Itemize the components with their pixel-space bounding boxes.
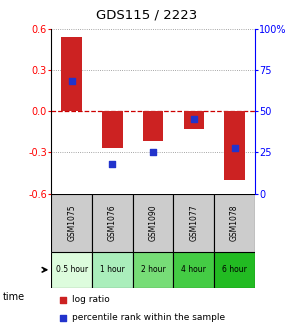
Bar [143,111,163,141]
Text: GSM1090: GSM1090 [149,204,158,241]
Text: 2 hour: 2 hour [141,265,166,274]
Text: GDS115 / 2223: GDS115 / 2223 [96,9,197,22]
Point [232,145,237,150]
Text: GSM1075: GSM1075 [67,204,76,241]
Text: 0.5 hour: 0.5 hour [56,265,88,274]
Bar [224,111,245,180]
Text: GSM1077: GSM1077 [189,204,198,241]
Bar [184,111,204,129]
Bar [51,252,92,288]
Point [151,150,155,155]
Text: 1 hour: 1 hour [100,265,125,274]
Bar [133,252,173,288]
Text: GSM1078: GSM1078 [230,205,239,241]
Text: percentile rank within the sample: percentile rank within the sample [71,313,225,322]
Bar [92,252,133,288]
Bar [62,37,82,111]
Point [192,117,196,122]
Bar [173,252,214,288]
Point [61,315,66,321]
Bar [214,194,255,252]
Text: 6 hour: 6 hour [222,265,247,274]
Bar [51,194,92,252]
Point [110,161,115,167]
Bar [173,194,214,252]
Text: GSM1076: GSM1076 [108,204,117,241]
Bar [92,194,133,252]
Text: time: time [3,292,25,302]
Bar [214,252,255,288]
Point [69,79,74,84]
Point [61,297,66,302]
Text: 4 hour: 4 hour [181,265,206,274]
Bar [133,194,173,252]
Bar [102,111,122,149]
Text: log ratio: log ratio [71,295,109,304]
